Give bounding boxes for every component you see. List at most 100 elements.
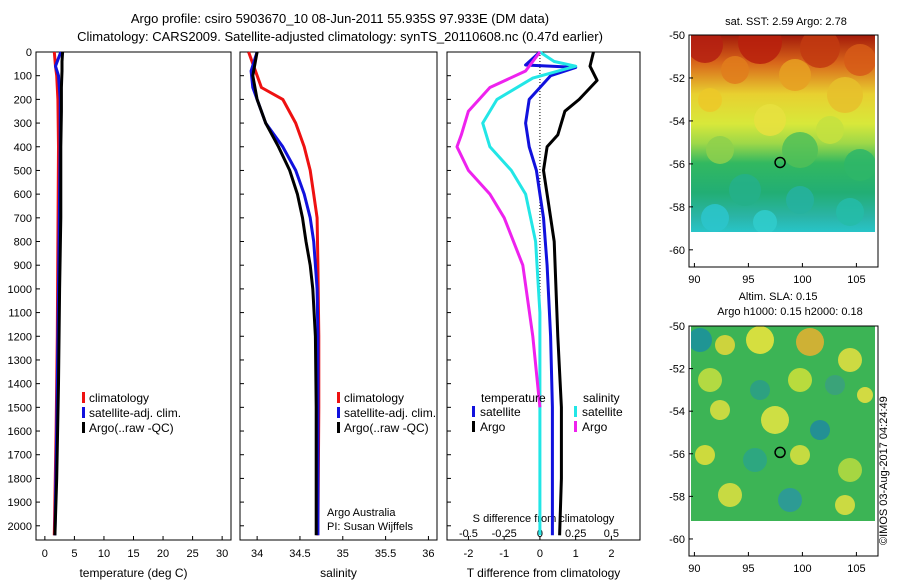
sst-patch <box>738 35 782 64</box>
y-tick-label: 900 <box>14 260 32 272</box>
lat-tick-label: -60 <box>669 534 685 546</box>
y-tick-label: 1800 <box>8 473 32 485</box>
x-tick-label: 1 <box>573 548 579 560</box>
y-tick-label: 100 <box>14 71 32 83</box>
legend-label: satellite <box>582 405 623 419</box>
x-tick-label: 2 <box>608 548 614 560</box>
panel-differences: -2 -1 0 1 2 T difference from climatology -0.5… <box>446 50 641 580</box>
sla-patch <box>718 483 742 507</box>
lon-tick-label: 95 <box>742 563 754 575</box>
series-line-temperature-argo <box>542 51 599 536</box>
x-axis-label: salinity <box>320 566 357 580</box>
sst-patch <box>800 35 840 68</box>
x-tick-label: 36 <box>422 548 434 560</box>
map-subtitle-altim-sla: Argo h1000: 0.15 h2000: 0.18 <box>717 306 863 318</box>
lat-tick-label: -54 <box>669 406 685 418</box>
map-altim-sla: -50 -52 -54 -56 -58 -60 90 95 100 105 Altim. SLA: … <box>669 291 879 575</box>
y-tick-label: 0 <box>26 47 32 59</box>
legend-swatch <box>337 392 340 403</box>
lat-tick-label: -60 <box>669 245 685 257</box>
x2-tick-label: 0.5 <box>604 528 619 540</box>
sla-patch <box>746 326 774 354</box>
y-tick-label: 2000 <box>8 521 32 533</box>
sla-patch <box>698 368 722 392</box>
y-tick-label: 200 <box>14 94 32 106</box>
x-tick-label: -2 <box>464 548 474 560</box>
lat-tick-label: -50 <box>669 30 685 42</box>
sst-patch <box>782 132 818 168</box>
lat-tick-label: -56 <box>669 159 685 171</box>
x-tick-label: 5 <box>71 548 77 560</box>
figure-title-line1: Argo profile: csiro 5903670_10 08-Jun-20… <box>130 11 550 26</box>
y-tick-label: 1000 <box>8 284 32 296</box>
legend-label: climatology <box>344 391 404 405</box>
legend-swatch <box>472 421 475 432</box>
map-title-altim-sla: Altim. SLA: 0.15 <box>739 291 818 303</box>
lat-tick-label: -58 <box>669 202 685 214</box>
lat-tick-label: -50 <box>669 321 685 333</box>
sla-patch <box>743 448 767 472</box>
series-line-salinity-argo <box>455 51 542 408</box>
sst-patch <box>729 174 761 206</box>
series-line-argo-raw-qc- <box>53 51 65 536</box>
sst-patch <box>779 59 811 91</box>
annotation: PI: Susan Wijffels <box>327 521 413 533</box>
sla-patch <box>838 458 862 482</box>
sla-patch <box>695 445 715 465</box>
x-tick-label: 0 <box>42 548 48 560</box>
y-tick-label: 1300 <box>8 355 32 367</box>
sst-patch <box>698 88 722 112</box>
legend-swatch <box>337 422 340 433</box>
sst-patch <box>836 198 864 226</box>
sla-patch <box>838 348 862 372</box>
legend-swatch <box>472 406 475 417</box>
sla-patch <box>796 328 824 356</box>
y-tick-label: 500 <box>14 165 32 177</box>
legend-label: satellite <box>480 405 521 419</box>
legend-title-salinity: salinity <box>583 391 620 405</box>
x-tick-label: 35 <box>337 548 349 560</box>
lat-tick-label: -56 <box>669 449 685 461</box>
y-tick-label: 300 <box>14 118 32 130</box>
x-axis-label: T difference from climatology <box>467 566 621 580</box>
legend-swatch <box>82 422 85 433</box>
lon-tick-label: 100 <box>793 563 811 575</box>
legend-label: climatology <box>89 391 149 405</box>
legend-swatch <box>574 406 577 417</box>
y-tick-label: 1700 <box>8 450 32 462</box>
sla-patch <box>857 387 873 403</box>
legend-swatch <box>82 407 85 418</box>
panel-temperature: 0100200300400500600700800900100011001200… <box>8 47 232 580</box>
x2-axis-label: S difference from climatology <box>473 513 615 525</box>
sla-patch <box>750 380 770 400</box>
legend-label: Argo(..raw -QC) <box>89 421 174 435</box>
sst-patch <box>754 104 786 136</box>
sla-patch <box>691 328 712 352</box>
annotation: Argo Australia <box>327 507 396 519</box>
series-line-temperature-satellite <box>524 50 578 536</box>
sst-patch <box>721 56 749 84</box>
profile-location-marker <box>774 446 786 459</box>
sla-patch <box>790 445 810 465</box>
legend-swatch <box>337 407 340 418</box>
sst-patch <box>701 204 729 232</box>
figure-title-line2: Climatology: CARS2009. Satellite-adjuste… <box>77 29 603 44</box>
series-line-argo-raw-qc- <box>251 51 318 536</box>
legend-label: satellite-adj. clim. <box>89 406 181 420</box>
x-tick-label: -1 <box>499 548 509 560</box>
x-tick-label: 34 <box>251 548 263 560</box>
sst-patch <box>816 116 844 144</box>
sla-patch <box>778 488 802 512</box>
sla-patch <box>761 406 789 434</box>
legend-label: Argo <box>582 420 608 434</box>
lon-tick-label: 100 <box>793 274 811 286</box>
x-tick-label: 35.5 <box>375 548 396 560</box>
map-frame-sat-sst <box>688 34 879 268</box>
lat-tick-label: -52 <box>669 364 685 376</box>
x-tick-label: 15 <box>127 548 139 560</box>
plot-frame-temperature <box>35 51 232 541</box>
x-tick-label: 30 <box>216 548 228 560</box>
sst-patch <box>691 35 723 63</box>
x-tick-label: 20 <box>157 548 169 560</box>
